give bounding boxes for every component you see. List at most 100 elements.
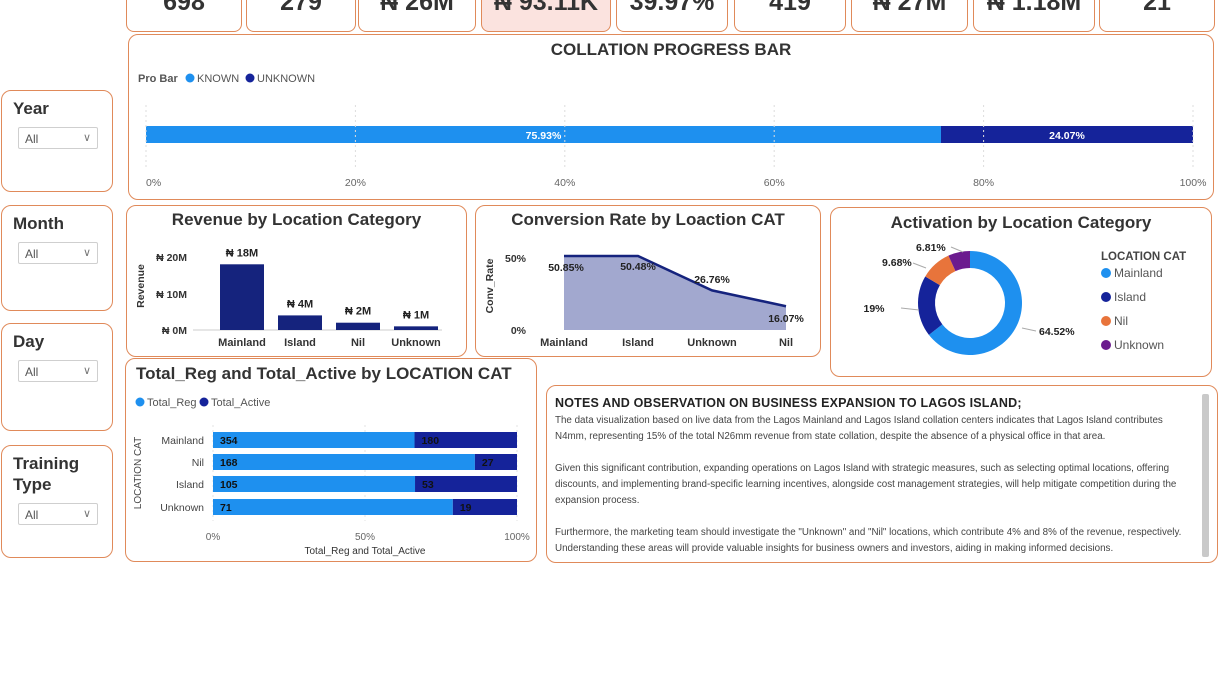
bar[interactable] bbox=[394, 326, 438, 330]
kpi-card-3: ₦ 26M bbox=[358, 0, 476, 32]
y-tick: Unknown bbox=[160, 502, 204, 514]
revenue-card: Revenue by Location Category Revenue ₦ 2… bbox=[126, 205, 467, 357]
y-axis-label: Conv_Rate bbox=[484, 258, 496, 313]
bar-total-reg[interactable] bbox=[213, 499, 453, 515]
leader-line bbox=[950, 246, 964, 253]
kpi-value: ₦ 27M bbox=[872, 0, 947, 16]
slice[interactable] bbox=[928, 251, 1022, 355]
training-type-dropdown[interactable]: All ∨ bbox=[18, 503, 98, 525]
x-tick: 50% bbox=[355, 532, 375, 543]
conversion-chart: Conv_Rate 50% 0% 50.85% Mainland 50.48% Isl… bbox=[484, 253, 804, 349]
bar-total-reg[interactable] bbox=[213, 454, 475, 470]
y-tick: Mainland bbox=[161, 435, 204, 447]
bar-total-active[interactable] bbox=[474, 454, 517, 470]
x-tick: 0% bbox=[146, 177, 161, 189]
data-label: 64.52% bbox=[1039, 326, 1075, 338]
activation-title: Activation by Location Category bbox=[890, 213, 1152, 232]
chevron-down-icon: ∨ bbox=[82, 132, 91, 144]
bar[interactable] bbox=[278, 315, 322, 330]
progress-chart: Pro Bar KNOWN UNKNOWN 75.93% 24.07% 0% 20… bbox=[138, 73, 1206, 189]
bar-total-active[interactable] bbox=[414, 432, 517, 448]
month-dropdown[interactable]: All ∨ bbox=[18, 242, 98, 264]
x-tick: Island bbox=[284, 337, 316, 349]
x-tick: 0% bbox=[206, 532, 221, 543]
legend-reg-swatch bbox=[135, 397, 145, 407]
data-label: ₦ 1M bbox=[403, 309, 429, 321]
dropdown-value: All bbox=[25, 508, 39, 522]
x-tick: Mainland bbox=[218, 337, 266, 349]
notes-title: NOTES AND OBSERVATION ON BUSINESS EXPANS… bbox=[555, 396, 1022, 410]
dropdown-value: All bbox=[25, 247, 39, 261]
chevron-down-icon: ∨ bbox=[82, 247, 91, 259]
data-label: 50.85% bbox=[548, 262, 584, 274]
kpi-value: 419 bbox=[769, 0, 811, 16]
day-dropdown[interactable]: All ∨ bbox=[18, 360, 98, 382]
legend-active-swatch bbox=[199, 397, 209, 407]
leader-line bbox=[1021, 327, 1037, 332]
dropdown-value: All bbox=[25, 365, 39, 379]
revenue-title: Revenue by Location Category bbox=[171, 210, 422, 229]
bar[interactable] bbox=[220, 264, 264, 330]
year-dropdown[interactable]: All ∨ bbox=[18, 127, 98, 149]
legend-known: KNOWN bbox=[197, 73, 239, 85]
data-label: 53 bbox=[422, 479, 434, 491]
data-label: 6.81% bbox=[916, 242, 946, 254]
legend-title: LOCATION CAT bbox=[1101, 251, 1186, 263]
kpi-card-9: 21 bbox=[1099, 0, 1215, 32]
kpi-card-2: 279 bbox=[246, 0, 356, 32]
legend-unknown: UNKNOWN bbox=[257, 73, 315, 85]
data-label: ₦ 2M bbox=[345, 306, 371, 318]
bar-total-active[interactable] bbox=[452, 499, 517, 515]
kpi-value: 39.97% bbox=[629, 0, 715, 16]
x-tick: 100% bbox=[504, 532, 530, 543]
slicer-title: Month bbox=[13, 214, 64, 233]
legend-active: Total_Active bbox=[211, 397, 270, 409]
data-label: 180 bbox=[422, 435, 440, 447]
bar-total-reg[interactable] bbox=[213, 476, 416, 492]
slicer-title: Training Type bbox=[13, 454, 80, 494]
activation-chart: 64.52% 19% 9.68% 6.81% LOCATION CAT Mainlan… bbox=[863, 242, 1186, 355]
slice[interactable] bbox=[918, 276, 943, 335]
bar-total-reg[interactable] bbox=[213, 432, 415, 448]
year-slicer: Year All ∨ bbox=[1, 90, 113, 192]
x-tick: Mainland bbox=[540, 337, 588, 349]
bar-total-active[interactable] bbox=[415, 476, 517, 492]
kpi-card-5: 39.97% bbox=[616, 0, 728, 32]
notes-scrollbar[interactable] bbox=[1202, 394, 1209, 557]
bar[interactable] bbox=[336, 322, 380, 330]
training-type-slicer: Training Type All ∨ bbox=[1, 445, 113, 558]
legend-item: Unknown bbox=[1114, 338, 1164, 352]
leader-line bbox=[900, 307, 920, 311]
data-label: 9.68% bbox=[882, 257, 912, 269]
kpi-value: 279 bbox=[280, 0, 322, 16]
data-label: 71 bbox=[220, 502, 232, 514]
slice[interactable] bbox=[925, 255, 956, 286]
data-label: 19% bbox=[863, 303, 885, 315]
x-tick: 40% bbox=[554, 177, 575, 189]
y-axis-label: Revenue bbox=[135, 264, 147, 308]
x-tick: Island bbox=[622, 337, 654, 349]
kpi-value: 21 bbox=[1143, 0, 1171, 16]
x-tick: Unknown bbox=[391, 337, 441, 349]
kpi-value: ₦ 93.11K bbox=[493, 0, 599, 16]
series-line[interactable] bbox=[564, 254, 787, 308]
data-label: 16.07% bbox=[768, 313, 804, 325]
legend-item: Island bbox=[1114, 290, 1146, 304]
kpi-card-1: 698 bbox=[126, 0, 242, 32]
notes-paragraph-2: Given this significant contribution, exp… bbox=[555, 463, 1177, 506]
revenue-chart: Revenue ₦ 20M ₦ 10M ₦ 0M ₦ 18M Mainland ₦ … bbox=[135, 247, 442, 349]
data-label-known: 75.93% bbox=[526, 130, 562, 142]
data-label: ₦ 18M bbox=[226, 247, 258, 259]
area-fill bbox=[564, 256, 786, 330]
bar-unknown[interactable] bbox=[940, 126, 1193, 143]
bar-known[interactable] bbox=[146, 126, 941, 143]
x-tick: Unknown bbox=[687, 337, 737, 349]
notes-card: NOTES AND OBSERVATION ON BUSINESS EXPANS… bbox=[546, 385, 1218, 563]
legend-known-swatch bbox=[185, 73, 195, 83]
slice[interactable] bbox=[948, 251, 970, 272]
legend-title: Pro Bar bbox=[138, 73, 178, 85]
chevron-down-icon: ∨ bbox=[82, 365, 91, 377]
y-axis-label: LOCATION CAT bbox=[133, 437, 144, 509]
y-tick: ₦ 20M bbox=[156, 252, 187, 264]
data-label: 26.76% bbox=[694, 274, 730, 286]
